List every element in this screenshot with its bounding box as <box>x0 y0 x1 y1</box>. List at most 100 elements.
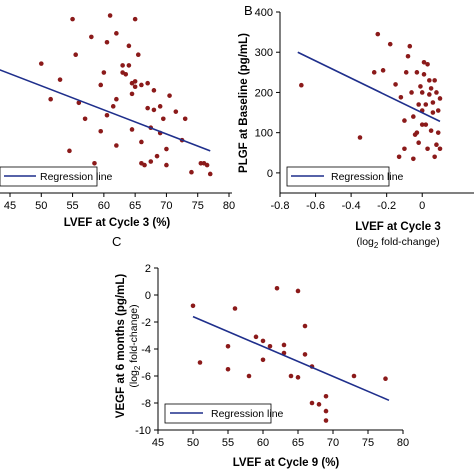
data-point <box>225 344 231 349</box>
data-point <box>151 107 157 113</box>
data-point <box>48 96 53 102</box>
data-point <box>437 146 443 152</box>
x-tick-label: 50 <box>187 437 199 449</box>
data-point <box>414 70 420 75</box>
legend-box-b <box>286 166 390 187</box>
data-point <box>432 78 437 83</box>
data-point <box>421 72 427 77</box>
data-point <box>432 154 437 160</box>
data-point <box>351 373 357 379</box>
data-point <box>302 352 308 357</box>
data-point <box>403 70 409 75</box>
data-point <box>393 82 398 87</box>
data-point <box>132 79 138 84</box>
data-point <box>260 357 266 363</box>
data-point <box>126 43 132 49</box>
data-point <box>427 78 432 83</box>
data-point <box>425 61 430 67</box>
data-point <box>267 344 273 349</box>
y-tick-label: 2 <box>145 263 151 275</box>
data-point <box>67 148 72 154</box>
x-tick-label: 0 <box>419 200 425 212</box>
data-point <box>281 342 287 348</box>
y-tick-label: 100 <box>255 128 273 140</box>
regression-line-b <box>297 51 441 123</box>
data-point <box>232 306 238 311</box>
data-point <box>402 146 407 152</box>
x-tick-label: 55 <box>222 437 234 449</box>
data-point <box>107 13 113 18</box>
data-point <box>371 70 377 75</box>
data-point <box>110 104 116 109</box>
y-tick-label: 400 <box>255 7 273 19</box>
x-tick-label: -0.2 <box>377 200 396 212</box>
data-point <box>101 70 107 75</box>
data-point <box>120 63 125 68</box>
data-point <box>437 96 443 101</box>
data-point <box>288 373 294 379</box>
data-point <box>405 53 411 59</box>
panel-label-c: C <box>112 234 121 249</box>
data-point <box>411 114 416 119</box>
x-tick-label: 60 <box>257 437 269 449</box>
data-point <box>142 162 147 168</box>
x-tick-label: 55 <box>66 200 78 212</box>
y-tick-label: -2 <box>141 317 151 329</box>
data-point <box>57 77 63 82</box>
data-point <box>323 408 329 414</box>
data-point <box>70 16 75 22</box>
data-point <box>383 376 388 382</box>
x-axis-title-b: LVEF at Cycle 3 <box>355 221 440 233</box>
data-point <box>295 375 301 380</box>
data-point <box>182 116 188 122</box>
x-tick-label: 70 <box>327 437 339 449</box>
data-point <box>132 84 138 90</box>
legend-label-b: Regression line <box>331 171 404 183</box>
data-point <box>135 52 141 58</box>
data-point <box>402 118 407 123</box>
data-point <box>435 130 441 135</box>
legend-label-a: Regression line <box>40 171 113 183</box>
data-point <box>423 122 429 127</box>
data-point <box>418 84 423 89</box>
data-point <box>260 338 266 344</box>
panel-c: 45 50 55 60 65 70 75 80 -10 -8 -6 -4 -2 0 2 Regression… <box>115 263 409 469</box>
data-point <box>148 159 154 164</box>
x-tick-label: 45 <box>4 200 16 212</box>
data-point <box>114 96 119 102</box>
data-point <box>164 162 169 168</box>
data-point <box>129 91 135 97</box>
data-point <box>123 72 129 77</box>
data-point <box>428 86 434 91</box>
x-tick-label: 75 <box>362 437 374 449</box>
data-point <box>434 90 439 95</box>
data-point <box>92 161 97 166</box>
data-point <box>416 140 421 146</box>
data-point <box>425 146 430 152</box>
data-point <box>309 400 315 406</box>
x-tick-label: 70 <box>160 200 172 212</box>
data-point <box>145 105 150 111</box>
panel-label-b: B <box>244 3 253 18</box>
data-point <box>246 373 252 379</box>
y-axis-subtitle-c: (log2 fold-change) <box>128 304 142 387</box>
data-point <box>126 63 132 68</box>
data-point <box>225 366 231 372</box>
data-point <box>114 143 119 148</box>
regression-line-a <box>0 69 211 152</box>
data-point <box>190 303 196 309</box>
data-point <box>430 110 436 115</box>
y-tick-label: -8 <box>141 398 151 410</box>
data-point <box>299 82 304 88</box>
panel-a: 45 50 55 60 65 70 75 80 Regression line LVEF at… <box>0 13 235 229</box>
x-axis-title-c: LVEF at Cycle 9 (%) <box>233 457 340 469</box>
data-point <box>302 323 308 329</box>
y-tick-label: 0 <box>267 168 273 180</box>
data-point <box>164 146 169 152</box>
y-tick-label: 300 <box>255 47 273 59</box>
data-point <box>173 109 179 114</box>
data-point <box>411 156 416 162</box>
data-point <box>139 82 144 88</box>
data-point <box>114 31 119 36</box>
